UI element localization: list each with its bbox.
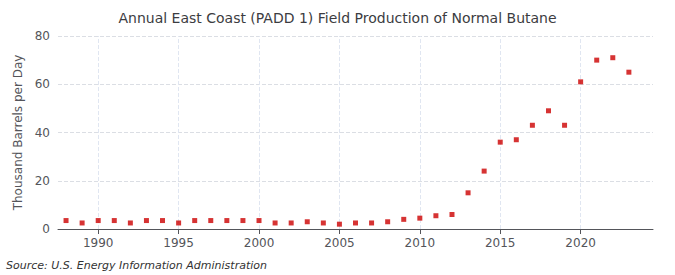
svg-text:1990: 1990 [83,236,114,250]
svg-text:2020: 2020 [565,236,596,250]
svg-text:2010: 2010 [405,236,436,250]
svg-text:20: 20 [35,174,50,188]
svg-text:Annual East Coast (PADD 1) Fie: Annual East Coast (PADD 1) Field Product… [118,10,556,26]
svg-text:60: 60 [35,77,50,91]
svg-text:80: 80 [35,29,50,43]
svg-text:Source: U.S. Energy Informatio: Source: U.S. Energy Information Administ… [6,259,267,272]
svg-text:2005: 2005 [324,236,355,250]
svg-text:0: 0 [42,222,50,236]
svg-text:2000: 2000 [244,236,275,250]
svg-text:1995: 1995 [163,236,194,250]
svg-text:Thousand Barrels per Day: Thousand Barrels per Day [11,55,25,212]
svg-text:40: 40 [35,126,50,140]
svg-text:2015: 2015 [485,236,516,250]
